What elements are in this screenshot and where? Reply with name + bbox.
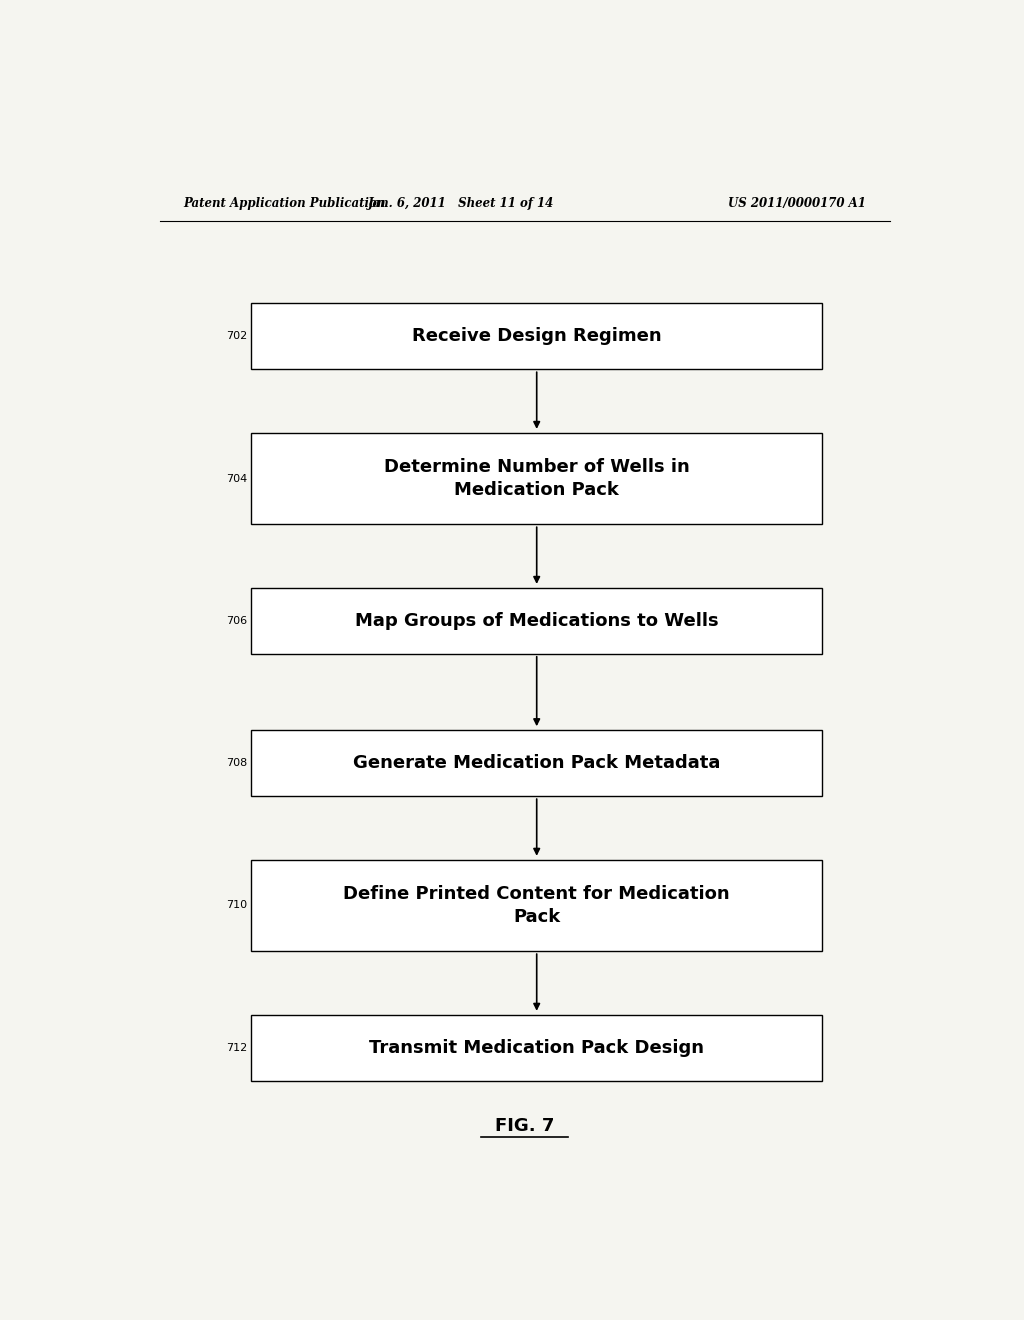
- Text: 702: 702: [225, 331, 247, 342]
- Text: 708: 708: [225, 758, 247, 768]
- Text: Transmit Medication Pack Design: Transmit Medication Pack Design: [370, 1039, 705, 1057]
- Bar: [251, 587, 822, 653]
- Text: Receive Design Regimen: Receive Design Regimen: [412, 327, 662, 346]
- Text: 704: 704: [225, 474, 247, 483]
- Bar: [251, 304, 822, 370]
- Bar: [251, 433, 822, 524]
- Text: Jan. 6, 2011   Sheet 11 of 14: Jan. 6, 2011 Sheet 11 of 14: [369, 197, 554, 210]
- Text: US 2011/0000170 A1: US 2011/0000170 A1: [728, 197, 866, 210]
- Text: Determine Number of Wells in
Medication Pack: Determine Number of Wells in Medication …: [384, 458, 689, 499]
- Bar: [251, 859, 822, 952]
- Text: Define Printed Content for Medication
Pack: Define Printed Content for Medication Pa…: [343, 884, 730, 927]
- Bar: [251, 730, 822, 796]
- Bar: [251, 1015, 822, 1081]
- Text: 710: 710: [226, 900, 247, 911]
- Text: 706: 706: [226, 616, 247, 626]
- Text: Map Groups of Medications to Wells: Map Groups of Medications to Wells: [355, 612, 719, 630]
- Text: Patent Application Publication: Patent Application Publication: [183, 197, 386, 210]
- Text: 712: 712: [225, 1043, 247, 1053]
- Text: FIG. 7: FIG. 7: [496, 1117, 554, 1135]
- Text: Generate Medication Pack Metadata: Generate Medication Pack Metadata: [353, 754, 721, 772]
